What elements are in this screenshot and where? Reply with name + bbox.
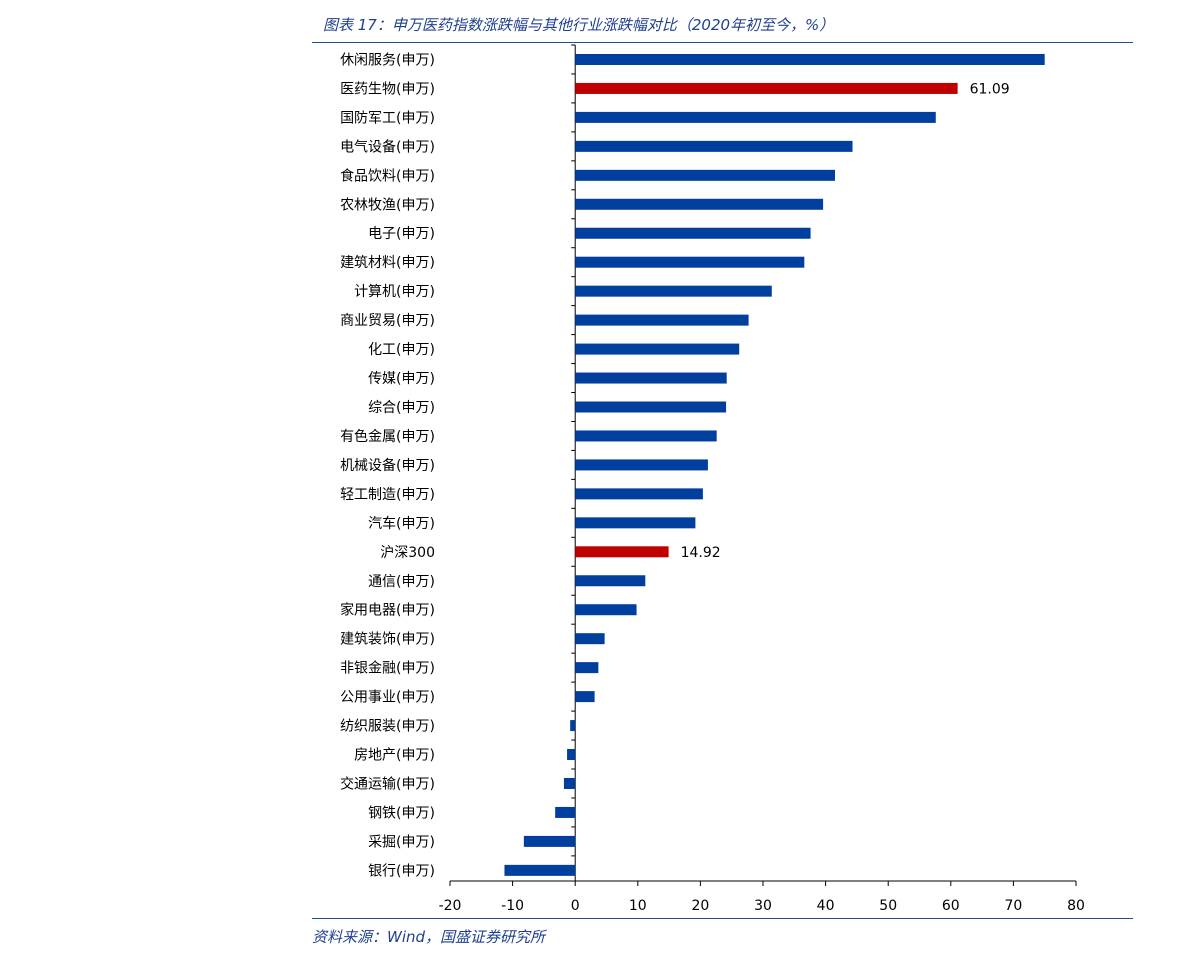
bottom-rule	[312, 918, 1133, 919]
category-label: 纺织服装(申万)	[340, 719, 435, 735]
bar	[575, 53, 1045, 65]
data-label: 14.92	[681, 545, 721, 561]
bar	[575, 575, 646, 587]
bar	[575, 140, 853, 152]
bar	[575, 401, 727, 413]
bar	[575, 517, 696, 529]
category-label: 钢铁(申万)	[368, 805, 435, 821]
bar	[575, 488, 703, 500]
category-label: 汽车(申万)	[368, 515, 435, 532]
category-label: 化工(申万)	[368, 342, 435, 358]
category-label: 传媒(申万)	[368, 371, 435, 387]
category-label: 商业贸易(申万)	[340, 313, 435, 329]
category-label: 建筑材料(申万)	[340, 255, 435, 271]
category-label: 综合(申万)	[368, 400, 435, 416]
chart-title: 图表 17：申万医药指数涨跌幅与其他行业涨跌幅对比（2020年初至今，%）	[323, 16, 835, 34]
bar	[575, 372, 727, 384]
bar	[575, 459, 708, 471]
category-label: 计算机(申万)	[354, 284, 435, 300]
category-label: 电子(申万)	[368, 226, 435, 242]
category-label: 休闲服务(申万)	[340, 52, 435, 68]
category-label: 食品饮料(申万)	[340, 167, 435, 184]
bar	[504, 864, 576, 876]
category-label: 通信(申万)	[368, 574, 435, 590]
bar	[575, 633, 605, 645]
x-tick-label: 10	[629, 898, 647, 914]
category-label: 银行(申万)	[368, 863, 435, 879]
bar	[575, 343, 740, 355]
category-label: 建筑装饰(申万)	[340, 632, 435, 648]
top-rule	[312, 42, 1133, 43]
bar	[575, 430, 717, 442]
category-label: 医药生物(申万)	[340, 81, 435, 97]
category-label: 交通运输(申万)	[340, 775, 435, 792]
bar	[575, 314, 749, 326]
bar	[523, 835, 576, 847]
x-tick-label: 80	[1067, 898, 1085, 914]
bar	[563, 777, 576, 789]
category-label: 房地产(申万)	[354, 748, 435, 764]
bar	[555, 806, 576, 818]
x-tick-label: 20	[691, 898, 709, 914]
bar	[575, 198, 824, 210]
bar	[567, 749, 576, 761]
bar	[575, 227, 811, 239]
x-tick-label: 60	[942, 898, 960, 914]
x-tick-label: -10	[501, 898, 524, 914]
bar	[575, 82, 958, 94]
category-label: 非银金融(申万)	[340, 661, 435, 677]
x-tick-label: 40	[817, 898, 835, 914]
bar	[575, 604, 637, 616]
category-label: 机械设备(申万)	[340, 457, 435, 474]
category-label: 电气设备(申万)	[340, 138, 435, 155]
category-label: 轻工制造(申万)	[340, 487, 435, 503]
bar	[575, 691, 595, 703]
x-tick-label: 30	[754, 898, 772, 914]
bar	[575, 546, 669, 558]
x-tick-label: 70	[1004, 898, 1022, 914]
category-label: 采掘(申万)	[368, 834, 435, 850]
x-tick-label: 50	[879, 898, 897, 914]
category-label: 沪深300	[380, 545, 435, 561]
category-label: 农林牧渔(申万)	[340, 197, 435, 213]
bar	[575, 169, 835, 181]
x-tick-label: 0	[571, 898, 580, 914]
bar	[575, 256, 805, 268]
category-label: 公用事业(申万)	[340, 690, 435, 706]
bar	[570, 720, 576, 732]
category-label: 家用电器(申万)	[340, 602, 435, 619]
data-label: 61.09	[970, 81, 1010, 97]
category-label: 国防军工(申万)	[340, 110, 435, 126]
bar	[575, 662, 599, 674]
x-tick-label: -20	[439, 898, 462, 914]
bar	[575, 285, 772, 297]
bar	[575, 111, 936, 123]
source-note: 资料来源：Wind，国盛证券研究所	[312, 928, 546, 946]
category-label: 有色金属(申万)	[340, 428, 435, 445]
